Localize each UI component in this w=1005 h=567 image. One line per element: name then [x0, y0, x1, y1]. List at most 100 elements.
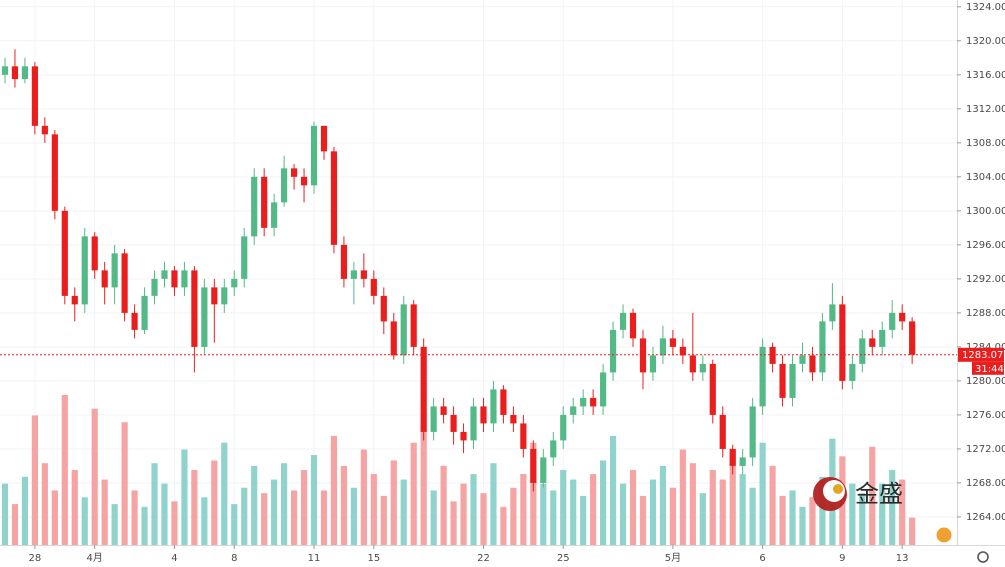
candle-body — [161, 270, 168, 279]
candle-body — [809, 355, 816, 373]
volume-bar — [221, 442, 228, 545]
candle-body — [769, 346, 776, 364]
candle-body — [221, 287, 228, 305]
candle-body — [141, 295, 148, 330]
candle-body — [121, 253, 128, 313]
candle-layer — [1, 49, 916, 492]
volume-bar — [639, 495, 647, 545]
candle-body — [71, 295, 78, 305]
volume-bar — [540, 483, 547, 545]
settings-icon[interactable] — [977, 551, 989, 563]
candle-body — [440, 406, 447, 415]
candle-body — [290, 168, 298, 177]
y-tick-label: 1304.00 — [966, 172, 1005, 183]
volume-bar — [470, 474, 477, 545]
y-tick-label: 1288.00 — [966, 308, 1005, 319]
y-tick-label: 1308.00 — [966, 138, 1005, 149]
volume-bar — [450, 501, 457, 545]
volume-bar — [759, 442, 766, 545]
volume-bar — [550, 490, 557, 545]
volume-bar — [51, 490, 58, 545]
volume-bar — [390, 460, 397, 545]
candle-body — [181, 270, 188, 288]
candle-body — [500, 389, 507, 415]
candle-body — [281, 168, 288, 203]
candle-body — [251, 176, 258, 237]
candle-body — [739, 457, 746, 466]
watermark-text: 金盛 — [855, 480, 903, 508]
candle-body — [879, 329, 886, 347]
candle-body — [859, 338, 866, 364]
candle-body — [550, 440, 557, 458]
flag-icon[interactable] — [935, 526, 953, 544]
y-tick-label: 1292.00 — [966, 274, 1005, 285]
countdown-box — [972, 361, 1004, 375]
volume-bar — [909, 517, 916, 545]
volume-bar — [869, 446, 876, 545]
volume-bar — [879, 483, 886, 545]
volume-bar — [31, 415, 38, 545]
volume-bar — [181, 449, 188, 545]
volume-bar — [500, 506, 507, 545]
y-tick-label: 1320.00 — [966, 36, 1005, 47]
volume-bar — [809, 497, 816, 545]
candle-body — [51, 134, 58, 211]
x-tick-label: 4 — [171, 553, 177, 564]
y-tick-label: 1316.00 — [966, 70, 1005, 81]
volume-bar — [699, 493, 706, 545]
candle-body — [81, 236, 88, 305]
volume-bar — [819, 476, 826, 545]
candle-body — [609, 329, 617, 373]
volume-bar — [340, 465, 348, 545]
candle-body — [310, 125, 318, 186]
candle-body — [21, 66, 29, 80]
volume-bar — [131, 490, 138, 545]
candle-body — [300, 176, 308, 186]
candle-body — [470, 406, 477, 441]
candle-body — [899, 312, 906, 322]
y-tick-label: 1264.00 — [966, 512, 1005, 523]
candle-body — [869, 338, 876, 347]
candle-body — [649, 355, 657, 373]
volume-bar — [21, 476, 29, 545]
volume-bar — [659, 465, 667, 545]
x-tick-label: 5月 — [665, 552, 681, 564]
volume-bar — [779, 495, 786, 545]
y-tick-label: 1324.00 — [966, 2, 1005, 13]
volume-bar — [81, 497, 88, 545]
candle-body — [590, 397, 597, 407]
countdown-label: 31:44 — [975, 364, 1004, 375]
candle-body — [41, 125, 48, 135]
volume-bar — [789, 490, 796, 545]
candle-body — [101, 270, 108, 288]
candle-body — [849, 363, 856, 381]
candle-body — [689, 355, 696, 373]
volume-bar — [161, 483, 168, 545]
volume-bar — [330, 435, 338, 545]
candle-body — [370, 278, 377, 296]
candle-body — [629, 312, 637, 339]
volume-bar — [580, 495, 587, 545]
volume-bar — [440, 465, 447, 545]
volume-bar — [729, 449, 736, 545]
candle-body — [779, 363, 786, 398]
candle-body — [271, 202, 278, 228]
candle-body — [909, 321, 916, 355]
volume-bar — [749, 487, 756, 545]
volume-bar — [480, 493, 487, 545]
volume-bar — [11, 504, 19, 545]
candle-body — [241, 236, 248, 279]
y-tick-label: 1280.00 — [966, 376, 1005, 387]
volume-bar — [61, 395, 68, 545]
candle-body — [360, 270, 367, 279]
y-tick-label: 1268.00 — [966, 478, 1005, 489]
volume-bar — [310, 455, 318, 545]
candle-body — [540, 457, 547, 483]
candle-body — [420, 346, 427, 432]
candle-body — [410, 304, 417, 347]
candle-body — [819, 321, 826, 373]
candle-body — [490, 389, 497, 424]
volume-bar — [410, 442, 417, 545]
candle-body — [639, 338, 647, 373]
